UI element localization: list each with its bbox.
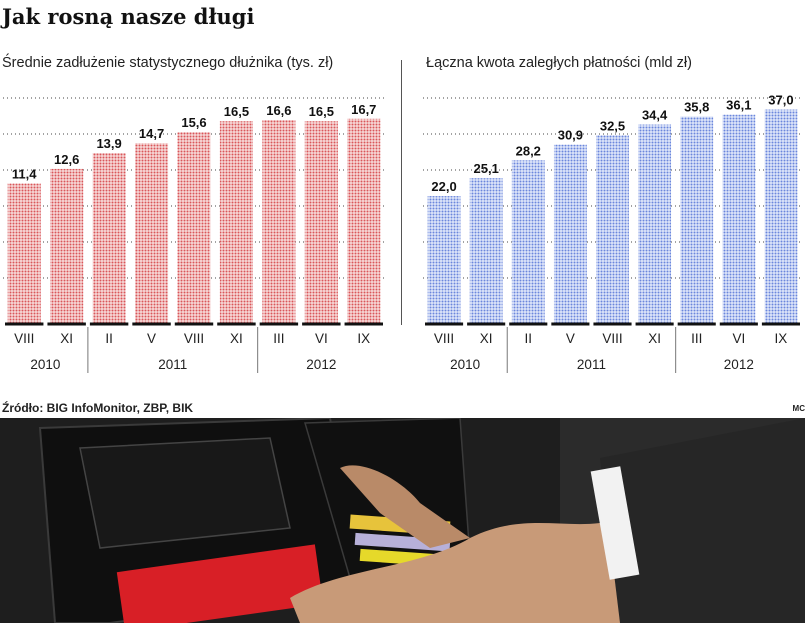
bar	[427, 196, 461, 323]
bar	[553, 144, 587, 323]
bar-value-label: 16,6	[266, 103, 291, 118]
bar-value-label: 16,5	[224, 104, 249, 119]
bar-value-label: 13,9	[96, 136, 121, 151]
bar	[638, 124, 672, 324]
bar	[262, 120, 296, 324]
bar	[722, 114, 756, 323]
x-tick-label: IX	[357, 331, 370, 346]
bar	[304, 121, 338, 323]
bar	[511, 160, 545, 323]
bar	[135, 143, 169, 323]
bar	[7, 183, 41, 323]
year-label: 2012	[724, 357, 754, 372]
x-tick-label: VI	[315, 331, 328, 346]
bar	[680, 116, 714, 323]
x-tick-label: XI	[230, 331, 243, 346]
right-bar-chart: 22,0 VIII 25,1 XI 28,2 II 30,9 V 32,5 VIII 34,4 XI 3…	[423, 93, 802, 373]
right-chart-title: Łączna kwota zaległych płatności (mld zł…	[426, 55, 692, 71]
x-tick-label: VIII	[14, 331, 34, 346]
x-tick-label: VIII	[602, 331, 622, 346]
x-tick-label: XI	[480, 331, 493, 346]
bar-value-label: 28,2	[516, 143, 541, 158]
x-tick-label: V	[566, 331, 575, 346]
bar	[50, 168, 84, 323]
year-label: 2011	[158, 357, 187, 372]
bar-value-label: 32,5	[600, 119, 625, 134]
bar	[347, 118, 381, 323]
bar-value-label: 15,6	[181, 115, 206, 130]
year-label: 2010	[450, 357, 480, 372]
x-tick-label: VI	[732, 331, 745, 346]
bar-value-label: 14,7	[139, 126, 164, 141]
x-tick-label: II	[525, 331, 533, 346]
bar	[596, 135, 629, 323]
charts-canvas: 11,4VIII12,6XI13,9II14,7V15,6VIII16,5XI1…	[3, 93, 802, 373]
chart-divider	[401, 60, 402, 325]
x-tick-label: II	[105, 331, 113, 346]
wallet-photo	[0, 418, 805, 623]
x-tick-label: VIII	[184, 331, 204, 346]
x-tick-label: III	[273, 331, 284, 346]
bar	[177, 132, 211, 323]
bar-value-label: 11,4	[12, 167, 37, 182]
bar-value-label: 16,7	[351, 102, 376, 117]
year-label: 2012	[306, 357, 336, 372]
bar-value-label: 34,4	[642, 108, 668, 123]
x-tick-label: V	[147, 331, 156, 346]
year-label: 2010	[30, 357, 60, 372]
corner-tag: MC	[792, 404, 805, 413]
bar-value-label: 12,6	[54, 152, 79, 167]
bar	[92, 153, 126, 323]
x-tick-label: IX	[775, 331, 788, 346]
bar-value-label: 22,0	[431, 179, 456, 194]
bar	[219, 121, 253, 323]
x-tick-label: XI	[648, 331, 661, 346]
year-label: 2011	[577, 357, 606, 372]
infographic-title: Jak rosną nasze długi	[2, 4, 255, 29]
bar-value-label: 36,1	[726, 98, 751, 113]
source-note: Źródło: BIG InfoMonitor, ZBP, BIK	[2, 401, 194, 415]
bar-value-label: 25,1	[474, 161, 499, 176]
bar	[469, 178, 503, 323]
bar-value-label: 16,5	[309, 104, 334, 119]
bar-value-label: 35,8	[684, 99, 709, 114]
left-bar-chart: 11,4 VIII 12,6 XI 13,9 II 14,7 V 15,6 VIII 16,5 XI 1…	[3, 97, 385, 373]
bar	[764, 109, 798, 324]
bar-value-label: 37,0	[768, 93, 793, 108]
x-tick-label: VIII	[434, 331, 454, 346]
left-chart-title: Średnie zadłużenie statystycznego dłużni…	[2, 55, 334, 71]
bar-value-label: 30,9	[558, 128, 583, 143]
x-tick-label: XI	[60, 331, 73, 346]
x-tick-label: III	[691, 331, 702, 346]
